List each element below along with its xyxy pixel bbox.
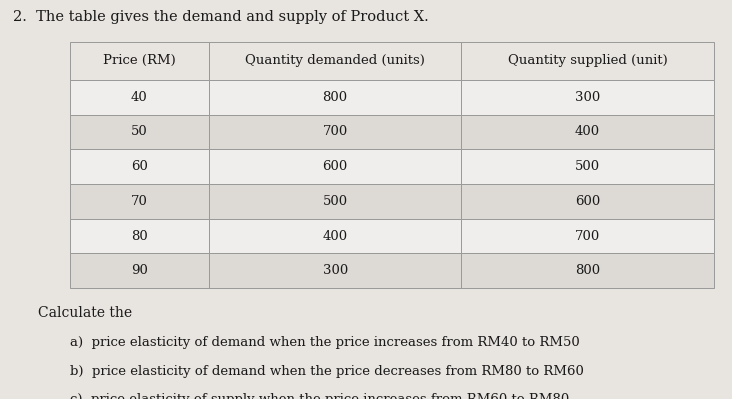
Text: 500: 500 [575, 160, 600, 173]
Bar [70, 253, 209, 288]
Text: 400: 400 [575, 125, 600, 138]
Text: Price (RM): Price (RM) [103, 54, 176, 67]
Bar [70, 80, 209, 115]
Bar [209, 219, 461, 253]
Bar [70, 219, 209, 253]
Text: 60: 60 [131, 160, 148, 173]
Bar [209, 253, 461, 288]
Bar [461, 42, 714, 80]
Bar [461, 253, 714, 288]
Bar [70, 42, 209, 80]
Text: 80: 80 [131, 229, 148, 243]
Text: 500: 500 [323, 195, 348, 208]
Text: 90: 90 [131, 264, 148, 277]
Bar [209, 149, 461, 184]
Text: Quantity supplied (unit): Quantity supplied (unit) [508, 54, 668, 67]
Text: 40: 40 [131, 91, 148, 104]
Text: b)  price elasticity of demand when the price decreases from RM80 to RM60: b) price elasticity of demand when the p… [70, 365, 583, 378]
Text: 50: 50 [131, 125, 148, 138]
Bar [461, 184, 714, 219]
Text: 700: 700 [323, 125, 348, 138]
Bar [70, 115, 209, 149]
Text: c)  price elasticity of supply when the price increases from RM60 to RM80: c) price elasticity of supply when the p… [70, 393, 569, 399]
Text: a)  price elasticity of demand when the price increases from RM40 to RM50: a) price elasticity of demand when the p… [70, 336, 579, 349]
Text: 700: 700 [575, 229, 600, 243]
Text: 2.  The table gives the demand and supply of Product X.: 2. The table gives the demand and supply… [13, 10, 429, 24]
Text: 400: 400 [323, 229, 348, 243]
Bar [209, 80, 461, 115]
Text: Quantity demanded (units): Quantity demanded (units) [245, 54, 425, 67]
Text: 800: 800 [575, 264, 600, 277]
Text: 600: 600 [575, 195, 600, 208]
Bar [209, 184, 461, 219]
Bar [70, 149, 209, 184]
Text: 800: 800 [323, 91, 348, 104]
Text: 300: 300 [323, 264, 348, 277]
Bar [209, 115, 461, 149]
Text: 600: 600 [323, 160, 348, 173]
Bar [209, 42, 461, 80]
Text: Calculate the: Calculate the [38, 306, 132, 320]
Bar [461, 115, 714, 149]
Bar [461, 219, 714, 253]
Bar [70, 184, 209, 219]
Bar [461, 149, 714, 184]
Text: 70: 70 [131, 195, 148, 208]
Text: 300: 300 [575, 91, 600, 104]
Bar [461, 80, 714, 115]
